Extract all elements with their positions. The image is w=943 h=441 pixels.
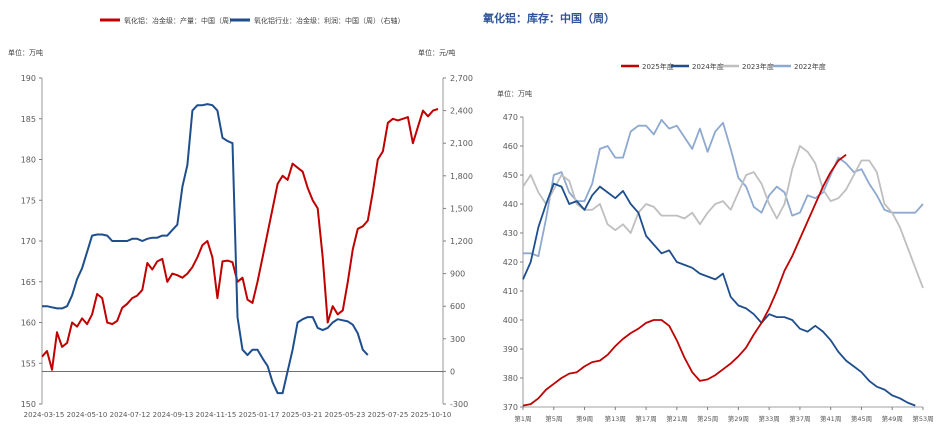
left-tick-label: 190 bbox=[21, 74, 36, 83]
right-tick-label: 2,700 bbox=[450, 74, 473, 83]
legend-label: 氧化铝行业：冶金级：利润：中国（周）（右轴） bbox=[254, 16, 405, 25]
y-tick-label: 410 bbox=[503, 287, 518, 296]
production-series-line bbox=[41, 108, 439, 371]
right-tick-label: 2,400 bbox=[450, 107, 473, 116]
right-tick-label: 2,100 bbox=[450, 139, 473, 148]
unit-label: 单位：万吨 bbox=[497, 89, 532, 98]
x-tick-label: 2024-09-13 bbox=[153, 411, 194, 419]
y-tick-label: 370 bbox=[503, 403, 518, 412]
x-tick-label: 2025-03-21 bbox=[282, 411, 323, 419]
x-tick-label: 第33周 bbox=[759, 414, 780, 423]
x-tick-label: 2025-10-10 bbox=[411, 411, 452, 419]
y-tick-label: 400 bbox=[503, 316, 518, 325]
right-tick-label: 1,500 bbox=[450, 204, 473, 213]
left-tick-label: 180 bbox=[21, 156, 36, 165]
right-tick-label: 0 bbox=[450, 367, 455, 376]
left-tick-label: 165 bbox=[21, 278, 36, 287]
x-tick-label: 2024-11-15 bbox=[196, 411, 237, 419]
x-tick-label: 2025-05-23 bbox=[325, 411, 366, 419]
x-tick-label: 2025-01-17 bbox=[239, 411, 280, 419]
left-tick-label: 150 bbox=[21, 400, 36, 409]
x-tick-label: 2024-05-10 bbox=[67, 411, 108, 419]
left-tick-label: 155 bbox=[21, 359, 36, 368]
legend-label: 2023年度 bbox=[742, 62, 774, 71]
production-profit-chart: 氧化铝：冶金级：产量：中国（周） 氧化铝行业：冶金级：利润：中国（周）（右轴） 单位… bbox=[8, 16, 473, 419]
left-tick-label: 160 bbox=[21, 319, 36, 328]
y-tick-label: 390 bbox=[503, 345, 518, 354]
x-tick-label: 第21周 bbox=[666, 414, 687, 423]
legend-label: 2024年度 bbox=[692, 62, 724, 71]
left-tick-label: 170 bbox=[21, 237, 36, 246]
right-tick-label: 600 bbox=[450, 302, 465, 311]
x-tick-label: 2024-07-12 bbox=[110, 411, 151, 419]
right-tick-label: -300 bbox=[450, 400, 468, 409]
x-tick-label: 2024-03-15 bbox=[24, 411, 65, 419]
x-tick-label: 第1周 bbox=[514, 414, 531, 423]
legend-label: 2025年度 bbox=[642, 62, 674, 71]
series-line-2023年度 bbox=[522, 145, 924, 289]
x-tick-label: 第53周 bbox=[912, 414, 933, 423]
left-unit-label: 单位：万吨 bbox=[8, 48, 43, 57]
y-tick-label: 460 bbox=[503, 142, 518, 151]
series-line-2022年度 bbox=[523, 119, 924, 258]
right-tick-label: 1,800 bbox=[450, 172, 473, 181]
right-tick-label: 1,200 bbox=[450, 237, 473, 246]
x-tick-label: 2025-07-25 bbox=[368, 411, 409, 419]
x-tick-label: 第41周 bbox=[820, 414, 841, 423]
right-tick-label: 300 bbox=[450, 335, 465, 344]
x-tick-label: 第37周 bbox=[789, 414, 810, 423]
x-tick-label: 第49周 bbox=[882, 414, 903, 423]
y-tick-label: 440 bbox=[503, 200, 518, 209]
y-tick-label: 430 bbox=[503, 229, 518, 238]
x-tick-label: 第13周 bbox=[605, 414, 626, 423]
series-line-2025年度 bbox=[522, 153, 847, 407]
series-line-2024年度 bbox=[522, 182, 916, 407]
y-tick-label: 470 bbox=[503, 113, 518, 122]
x-tick-label: 第17周 bbox=[635, 414, 656, 423]
legend-label: 氧化铝：冶金级：产量：中国（周） bbox=[124, 16, 236, 25]
x-tick-label: 第25周 bbox=[697, 414, 718, 423]
x-tick-label: 第45周 bbox=[851, 414, 872, 423]
x-tick-label: 第9周 bbox=[576, 414, 593, 423]
x-tick-label: 第5周 bbox=[545, 414, 562, 423]
left-tick-label: 175 bbox=[21, 196, 36, 205]
y-tick-label: 420 bbox=[503, 258, 518, 267]
y-tick-label: 450 bbox=[503, 171, 518, 180]
legend-label: 2022年度 bbox=[794, 62, 826, 71]
left-tick-label: 185 bbox=[21, 115, 36, 124]
chart2-title: 氧化铝：库存：中国（周） bbox=[483, 12, 615, 25]
right-unit-label: 单位：元/吨 bbox=[418, 48, 455, 57]
right-tick-label: 900 bbox=[450, 270, 465, 279]
x-tick-label: 第29周 bbox=[728, 414, 749, 423]
y-tick-label: 380 bbox=[503, 374, 518, 383]
profit-series-line bbox=[42, 103, 369, 395]
